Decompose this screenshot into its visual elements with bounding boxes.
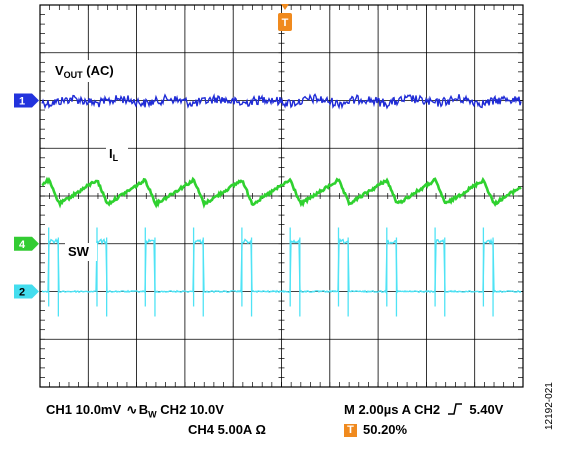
ch1-setting: CH1 10.0mV bbox=[46, 402, 122, 417]
svg-text:IL: IL bbox=[109, 146, 119, 163]
channel-markers: 1 4 2 bbox=[14, 93, 39, 299]
trigger-marker-label: T bbox=[282, 17, 289, 29]
timebase-setting: M 2.00µs A CH2 bbox=[344, 402, 441, 417]
svg-text:VOUT (AC): VOUT (AC) bbox=[55, 63, 114, 80]
trace-il bbox=[41, 176, 522, 209]
figure-id: 12192-021 bbox=[544, 382, 555, 430]
rising-edge-icon bbox=[447, 402, 463, 417]
bandwidth-icon: ∿ bbox=[126, 402, 138, 417]
trace-sw bbox=[41, 237, 522, 295]
trigger-marker: T bbox=[278, 4, 292, 31]
channel-marker-2: 2 bbox=[14, 284, 39, 299]
trigger-position: 50.20% bbox=[363, 422, 408, 437]
svg-text:SW: SW bbox=[68, 244, 90, 259]
ch2-setting: CH2 10.0V bbox=[160, 402, 224, 417]
ch4-setting: CH4 5.00A Ω bbox=[188, 422, 266, 437]
trigger-level: 5.40V bbox=[469, 402, 504, 417]
channel-marker-1: 1 bbox=[14, 93, 39, 108]
label-sw: SW bbox=[65, 243, 97, 261]
bandwidth-label: BW bbox=[138, 402, 157, 420]
waveform-traces bbox=[41, 93, 522, 317]
footer-right-row2: T 50.20% bbox=[344, 422, 408, 438]
footer-left-row1: CH1 10.0mV ∿ BW CH2 10.0V bbox=[46, 402, 224, 420]
label-il: IL bbox=[106, 145, 128, 165]
channel-marker-label: 1 bbox=[19, 96, 25, 108]
label-vout: VOUT (AC) bbox=[52, 60, 134, 82]
channel-marker-label: 2 bbox=[19, 287, 25, 299]
channel-marker-label: 4 bbox=[19, 239, 26, 251]
trigger-badge-icon: T bbox=[344, 424, 357, 438]
channel-marker-4: 4 bbox=[14, 236, 39, 251]
footer-right-row1: M 2.00µs A CH2 5.40V bbox=[344, 402, 503, 417]
trace-vout bbox=[41, 93, 522, 110]
